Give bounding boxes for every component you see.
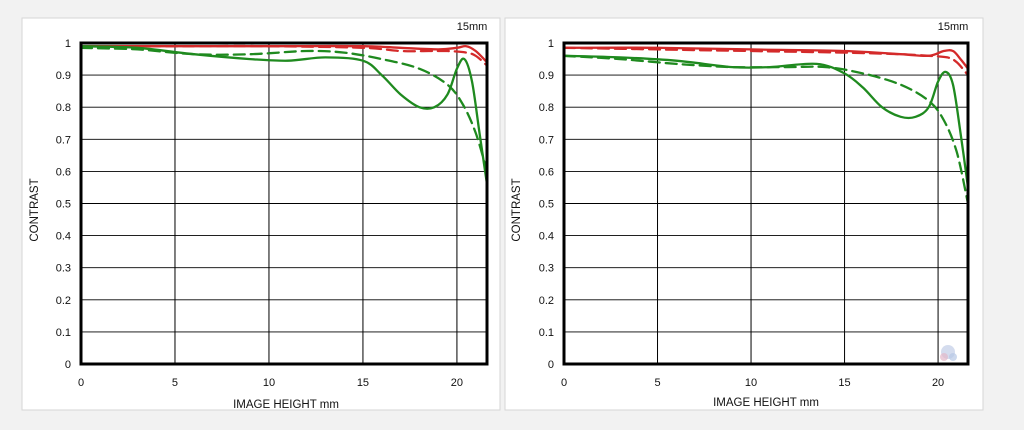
y-tick-label: 0.2 xyxy=(539,295,554,307)
chart-title: 15mm xyxy=(457,21,488,33)
y-tick-label: 0.6 xyxy=(539,166,554,178)
grid-lines xyxy=(563,42,968,365)
chart-title: 15mm xyxy=(938,21,969,33)
x-tick-labels: 0 5 10 15 20 xyxy=(561,377,944,389)
green-dashed-mtf-curve xyxy=(79,46,489,173)
y-tick-label: 0.5 xyxy=(539,199,554,211)
green-dashed-mtf-curve xyxy=(562,54,970,205)
x-tick-label: 15 xyxy=(838,377,850,389)
x-tick-label: 5 xyxy=(172,377,178,389)
y-tick-label: 0.3 xyxy=(539,263,554,275)
x-axis-label: IMAGE HEIGHT mm xyxy=(713,397,819,409)
y-tick-label: 0.7 xyxy=(56,134,71,146)
x-tick-label: 0 xyxy=(561,377,567,389)
y-tick-labels: 0 0.1 0.2 0.3 0.4 0.5 0.6 0.7 0.8 0.9 1 xyxy=(56,38,71,371)
x-tick-labels: 0 5 10 15 20 xyxy=(78,377,463,389)
y-tick-label: 0 xyxy=(65,359,71,371)
x-tick-label: 5 xyxy=(654,377,660,389)
plot-frame xyxy=(79,41,489,366)
mtf-chart-right: 15mm CONTRAST IMAGE HEIGHT mm 0 0.1 0.2 0.3… xyxy=(504,17,984,411)
red-dashed-mtf-curve xyxy=(562,46,970,77)
y-tick-label: 0.9 xyxy=(56,70,71,82)
y-tick-label: 0.9 xyxy=(539,70,554,82)
plot-frame xyxy=(562,41,970,366)
chart-panel-background xyxy=(504,17,984,411)
x-tick-label: 15 xyxy=(357,377,369,389)
x-tick-label: 0 xyxy=(78,377,84,389)
x-tick-label: 10 xyxy=(263,377,275,389)
y-tick-label: 0.5 xyxy=(56,199,71,211)
mtf-curves xyxy=(79,44,489,186)
x-tick-label: 20 xyxy=(451,377,463,389)
x-tick-label: 20 xyxy=(932,377,944,389)
mtf-curves xyxy=(562,46,970,205)
green-solid-mtf-curve xyxy=(79,45,489,186)
y-tick-label: 0 xyxy=(548,359,554,371)
y-tick-label: 0.4 xyxy=(56,231,71,243)
y-axis-label: CONTRAST xyxy=(29,178,41,241)
red-dashed-mtf-curve xyxy=(79,44,489,67)
mtf-chart-left: 15mm CONTRAST IMAGE HEIGHT mm 0 0.1 0.2 0.3… xyxy=(21,17,501,411)
y-tick-label: 0.1 xyxy=(539,327,554,339)
watermark-icon xyxy=(940,345,957,361)
y-axis-label: CONTRAST xyxy=(511,178,523,241)
y-tick-label: 0.7 xyxy=(539,134,554,146)
y-tick-labels: 0 0.1 0.2 0.3 0.4 0.5 0.6 0.7 0.8 0.9 1 xyxy=(539,38,554,371)
y-tick-label: 0.6 xyxy=(56,166,71,178)
y-tick-label: 1 xyxy=(65,38,71,50)
y-tick-label: 0.8 xyxy=(539,102,554,114)
y-tick-label: 0.3 xyxy=(56,263,71,275)
y-tick-label: 1 xyxy=(548,38,554,50)
y-tick-label: 0.4 xyxy=(539,231,554,243)
y-tick-label: 0.8 xyxy=(56,102,71,114)
x-tick-label: 10 xyxy=(745,377,757,389)
y-tick-label: 0.1 xyxy=(56,327,71,339)
y-tick-label: 0.2 xyxy=(56,295,71,307)
x-axis-label: IMAGE HEIGHT mm xyxy=(233,399,339,411)
chart-panel-background xyxy=(21,17,501,411)
